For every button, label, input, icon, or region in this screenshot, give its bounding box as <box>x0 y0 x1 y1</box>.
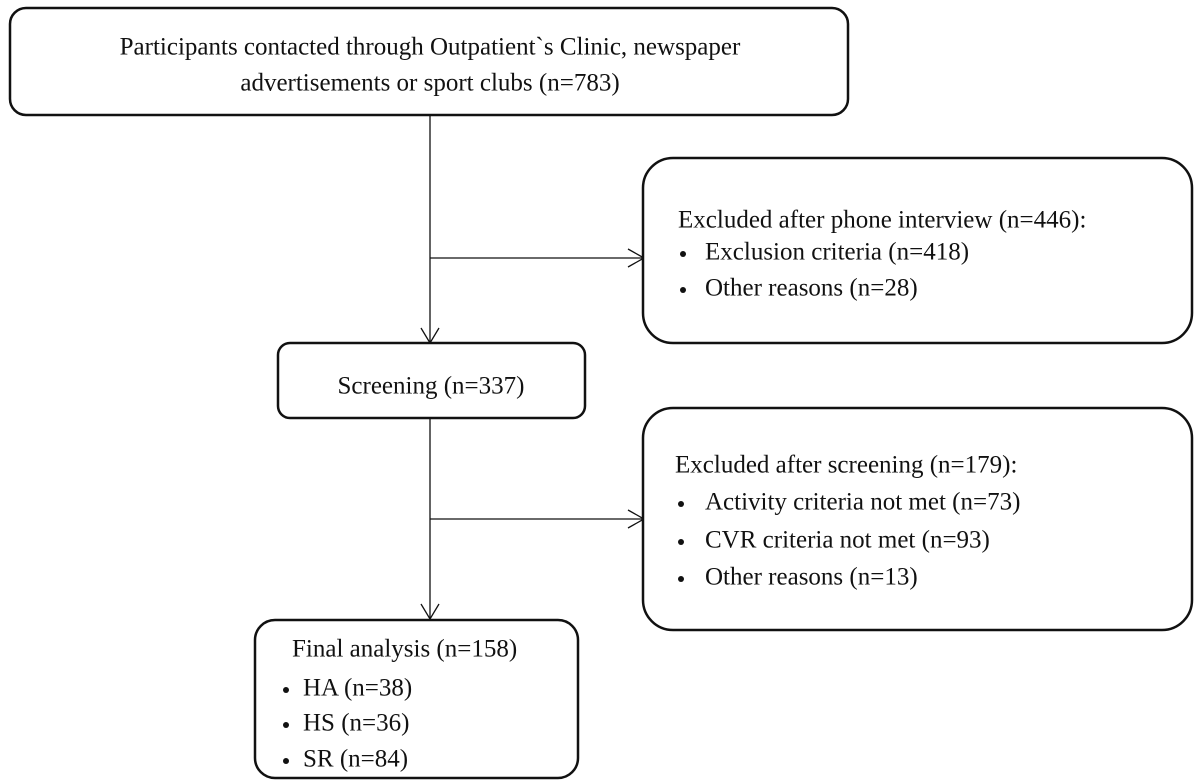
box <box>276 341 587 420</box>
node-item: Exclusion criteria (n=418) <box>705 239 969 266</box>
node-item: Activity criteria not met (n=73) <box>705 489 1020 516</box>
node-title: Screening (n=337) <box>338 373 525 400</box>
bullet <box>283 758 289 764</box>
node-item: HS (n=36) <box>303 710 409 737</box>
box <box>641 156 1194 345</box>
bullet <box>678 539 684 545</box>
bullet <box>680 251 686 257</box>
node-item: CVR criteria not met (n=93) <box>705 527 990 554</box>
bullet <box>680 287 686 293</box>
node-item: Other reasons (n=13) <box>705 564 918 591</box>
node-item: Other reasons (n=28) <box>705 275 918 302</box>
box <box>8 6 850 117</box>
bullet <box>283 687 289 693</box>
node-item: SR (n=84) <box>303 746 408 773</box>
node-title: Excluded after screening (n=179): <box>675 452 1017 479</box>
node-title: Final analysis (n=158) <box>292 636 517 663</box>
node-text: advertisements or sport clubs (n=783) <box>240 70 619 97</box>
bullet <box>678 501 684 507</box>
bullet <box>678 576 684 582</box>
node-item: HA (n=38) <box>303 675 412 702</box>
bullet <box>283 722 289 728</box>
box <box>641 406 1194 632</box>
box <box>253 618 580 780</box>
node-text: Participants contacted through Outpatien… <box>120 34 741 61</box>
node-title: Excluded after phone interview (n=446): <box>678 207 1086 234</box>
